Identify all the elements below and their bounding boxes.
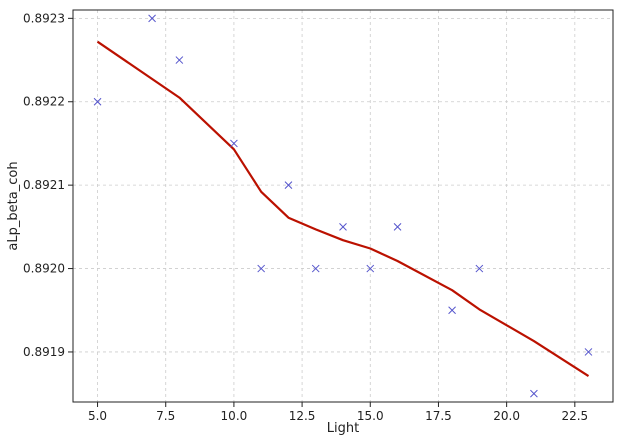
data-point-x-marker <box>339 222 347 231</box>
data-point-x-marker <box>475 264 484 273</box>
data-point-x-marker <box>393 222 402 231</box>
data-point-x-marker <box>530 389 538 398</box>
x-tick-label: 15.0 <box>357 409 384 423</box>
y-tick-label: 0.8921 <box>23 178 65 192</box>
x-tick-label: 7.5 <box>156 409 175 423</box>
data-point-x-marker <box>93 97 102 106</box>
x-tick-label: 12.5 <box>289 409 316 423</box>
trend-line <box>96 40 590 378</box>
y-tick-label: 0.8920 <box>23 262 65 276</box>
x-axis: 5.0 7.5 10.0 12.5 15.0 17.5 20.0 22.5 <box>88 402 588 423</box>
data-point-x-marker <box>366 264 375 273</box>
data-point-x-marker <box>148 14 156 23</box>
x-tick-label: 20.0 <box>493 409 520 423</box>
x-tick-label: 5.0 <box>88 409 107 423</box>
y-tick-label: 0.8923 <box>23 11 65 25</box>
data-point-x-marker <box>584 348 593 356</box>
plot-area-frame <box>72 9 614 403</box>
data-point-x-marker <box>311 264 320 273</box>
x-tick-label: 17.5 <box>425 409 452 423</box>
x-tick-label: 22.5 <box>561 409 588 423</box>
data-point-x-marker <box>448 306 456 315</box>
x-tick-label: 10.0 <box>221 409 248 423</box>
data-point-x-marker <box>257 264 266 273</box>
y-axis-title: aLp_beta_coh <box>6 161 21 250</box>
y-tick-label: 0.8922 <box>23 95 65 109</box>
grid <box>73 10 613 402</box>
data-point-x-marker <box>230 139 238 148</box>
series-layer <box>93 14 593 398</box>
x-axis-title: Light <box>327 421 359 436</box>
y-tick-label: 0.8919 <box>23 345 65 359</box>
y-axis: 0.8919 0.8920 0.8921 0.8922 0.8923 <box>23 11 73 359</box>
data-point-x-marker <box>284 181 293 190</box>
data-point-x-marker <box>175 56 184 64</box>
